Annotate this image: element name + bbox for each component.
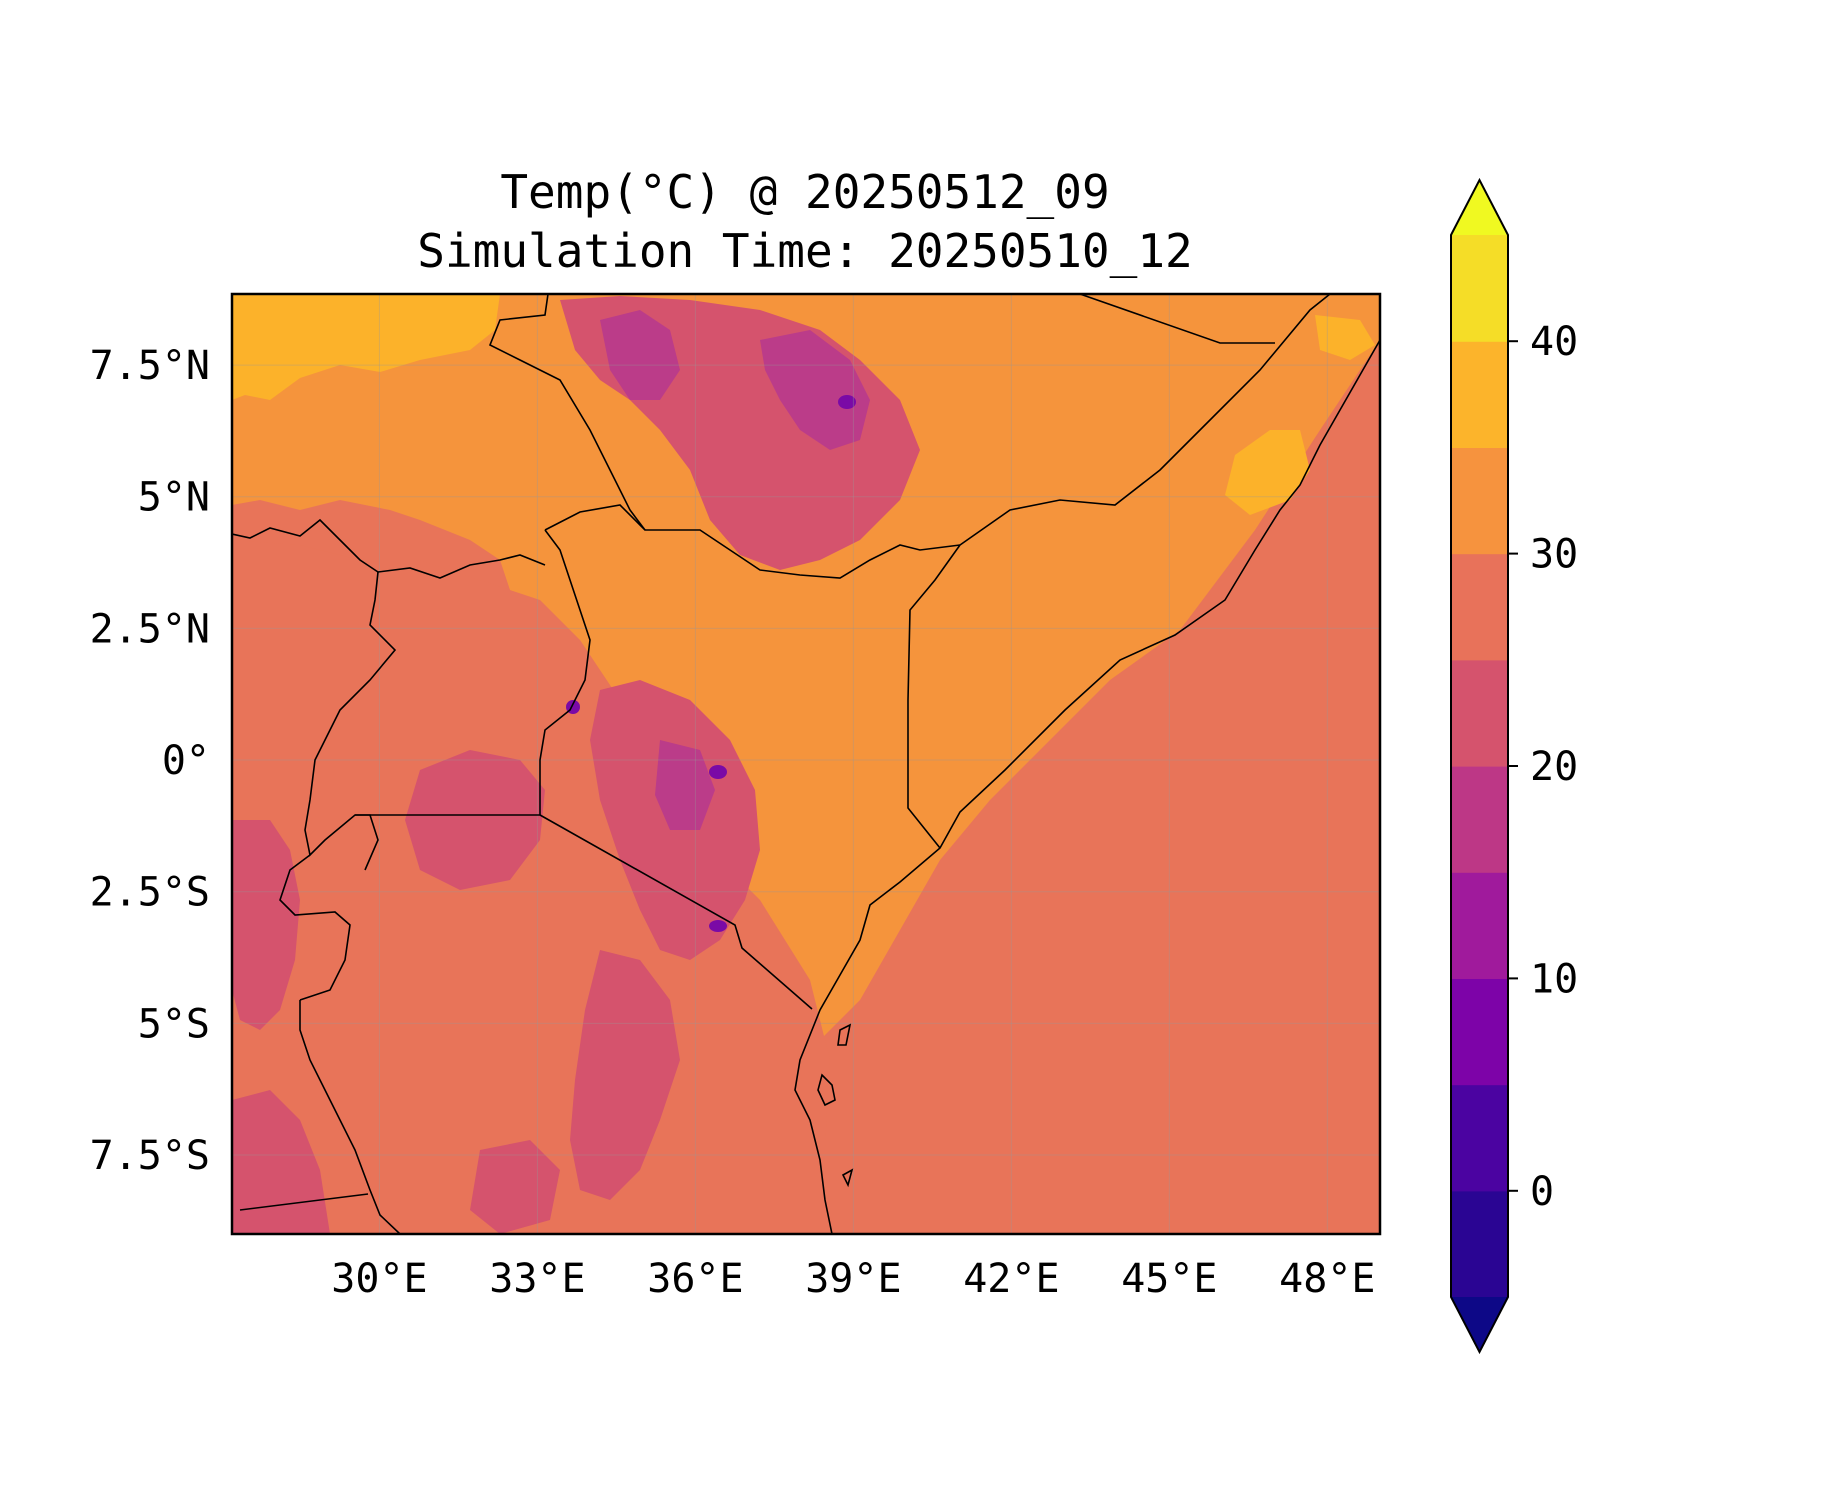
x-tick-label: 42°E: [963, 1256, 1059, 1302]
colorbar-segment: [1451, 341, 1508, 448]
colorbar-segment: [1451, 447, 1508, 555]
y-tick-label: 0°: [162, 738, 210, 784]
cool-highland-ethiopia-west: [600, 310, 680, 400]
x-tick-label: 48°E: [1279, 1256, 1375, 1302]
x-tick-label: 36°E: [647, 1256, 743, 1302]
colorbar-segment: [1451, 1190, 1508, 1298]
highland-rift-west: [232, 820, 300, 1030]
map-frame: [230, 292, 1382, 1236]
border-south-sudan-north: [232, 518, 379, 573]
coastline: [794, 339, 1380, 1234]
colorbar-tick-label: 0: [1530, 1169, 1554, 1215]
temperature-map: [232, 294, 1380, 1234]
colorbar-segment: [1451, 235, 1508, 342]
border-kenya-somalia: [907, 544, 961, 849]
colorbar-tick-label: 40: [1530, 319, 1578, 365]
highland-tanzania: [570, 950, 680, 1200]
island-zanzibar: [817, 1073, 836, 1107]
colorbar-segment: [1451, 553, 1508, 661]
colorbar-segment: [1451, 659, 1508, 767]
border-rwanda-burundi: [279, 854, 351, 1001]
hot-field-somalia-north: [1315, 315, 1375, 360]
colorbar-segment: [1451, 978, 1508, 1086]
y-tick-label: 5°N: [138, 475, 210, 521]
title-line-1: Temp(°C) @ 20250512_09: [500, 165, 1109, 219]
border-zambia: [239, 1193, 369, 1211]
x-tick-label: 45°E: [1121, 1256, 1217, 1302]
colorbar-segment: [1451, 1084, 1508, 1192]
border-tanzania-drc-lake: [299, 1000, 401, 1234]
x-axis-ticks: 30°E 33°E 36°E 39°E 42°E 45°E 48°E: [331, 1256, 1375, 1302]
border-sudan-ethiopia: [488, 294, 646, 531]
hot-field-somalia: [1225, 430, 1310, 515]
border-ethiopia-somaliland: [1079, 294, 1275, 344]
border-ethiopia-kenya: [544, 504, 961, 579]
colorbar-segment: [1451, 766, 1508, 873]
island-mafia: [841, 1168, 854, 1188]
x-tick-label: 30°E: [331, 1256, 427, 1302]
x-tick-label: 39°E: [805, 1256, 901, 1302]
border-kenya-tanzania: [539, 814, 813, 1010]
colorbar-tick-label: 30: [1530, 532, 1578, 578]
border-ethiopia-somalia: [959, 294, 1331, 546]
colorbar-tick-label: 10: [1530, 956, 1578, 1002]
y-tick-label: 5°S: [138, 1001, 210, 1047]
colorbar-over-arrow: [1451, 180, 1508, 235]
border-south-sudan-uganda: [377, 554, 546, 579]
y-tick-label: 7.5°S: [90, 1133, 210, 1179]
highland-southwest: [232, 1090, 330, 1234]
colorbar-segment: [1451, 872, 1508, 979]
y-tick-label: 7.5°N: [90, 343, 210, 389]
y-tick-label: 2.5°N: [90, 606, 210, 652]
warm-field-north: [232, 294, 1380, 1040]
gridlines: [232, 294, 1380, 1234]
country-borders: [232, 294, 1380, 1234]
x-tick-label: 33°E: [489, 1256, 585, 1302]
peak-ethiopia: [838, 395, 856, 409]
y-tick-label: 2.5°S: [90, 870, 210, 916]
cool-highland-kenya: [655, 740, 715, 830]
colorbar-under-arrow: [1451, 1297, 1508, 1352]
colorbar-outline: [1450, 177, 1509, 1355]
title-line-2: Simulation Time: 20250510_12: [417, 224, 1192, 278]
cool-highland-ethiopia: [760, 330, 870, 450]
colorbar: 0 10 20 30 40: [1450, 177, 1578, 1355]
land-south: [232, 540, 830, 1234]
peak-kilimanjaro: [709, 920, 727, 932]
colorbar-tick-label: 20: [1530, 744, 1578, 790]
highland-south-central: [470, 1140, 560, 1234]
border-kenya-south-sudan: [539, 529, 591, 815]
highland-lake-victoria: [405, 750, 545, 890]
peak-kenya: [709, 765, 727, 779]
y-axis-ticks: 7.5°N 5°N 2.5°N 0° 2.5°S 5°S 7.5°S: [90, 343, 210, 1179]
hot-field-northwest: [232, 294, 500, 400]
island-pemba: [837, 1023, 852, 1046]
